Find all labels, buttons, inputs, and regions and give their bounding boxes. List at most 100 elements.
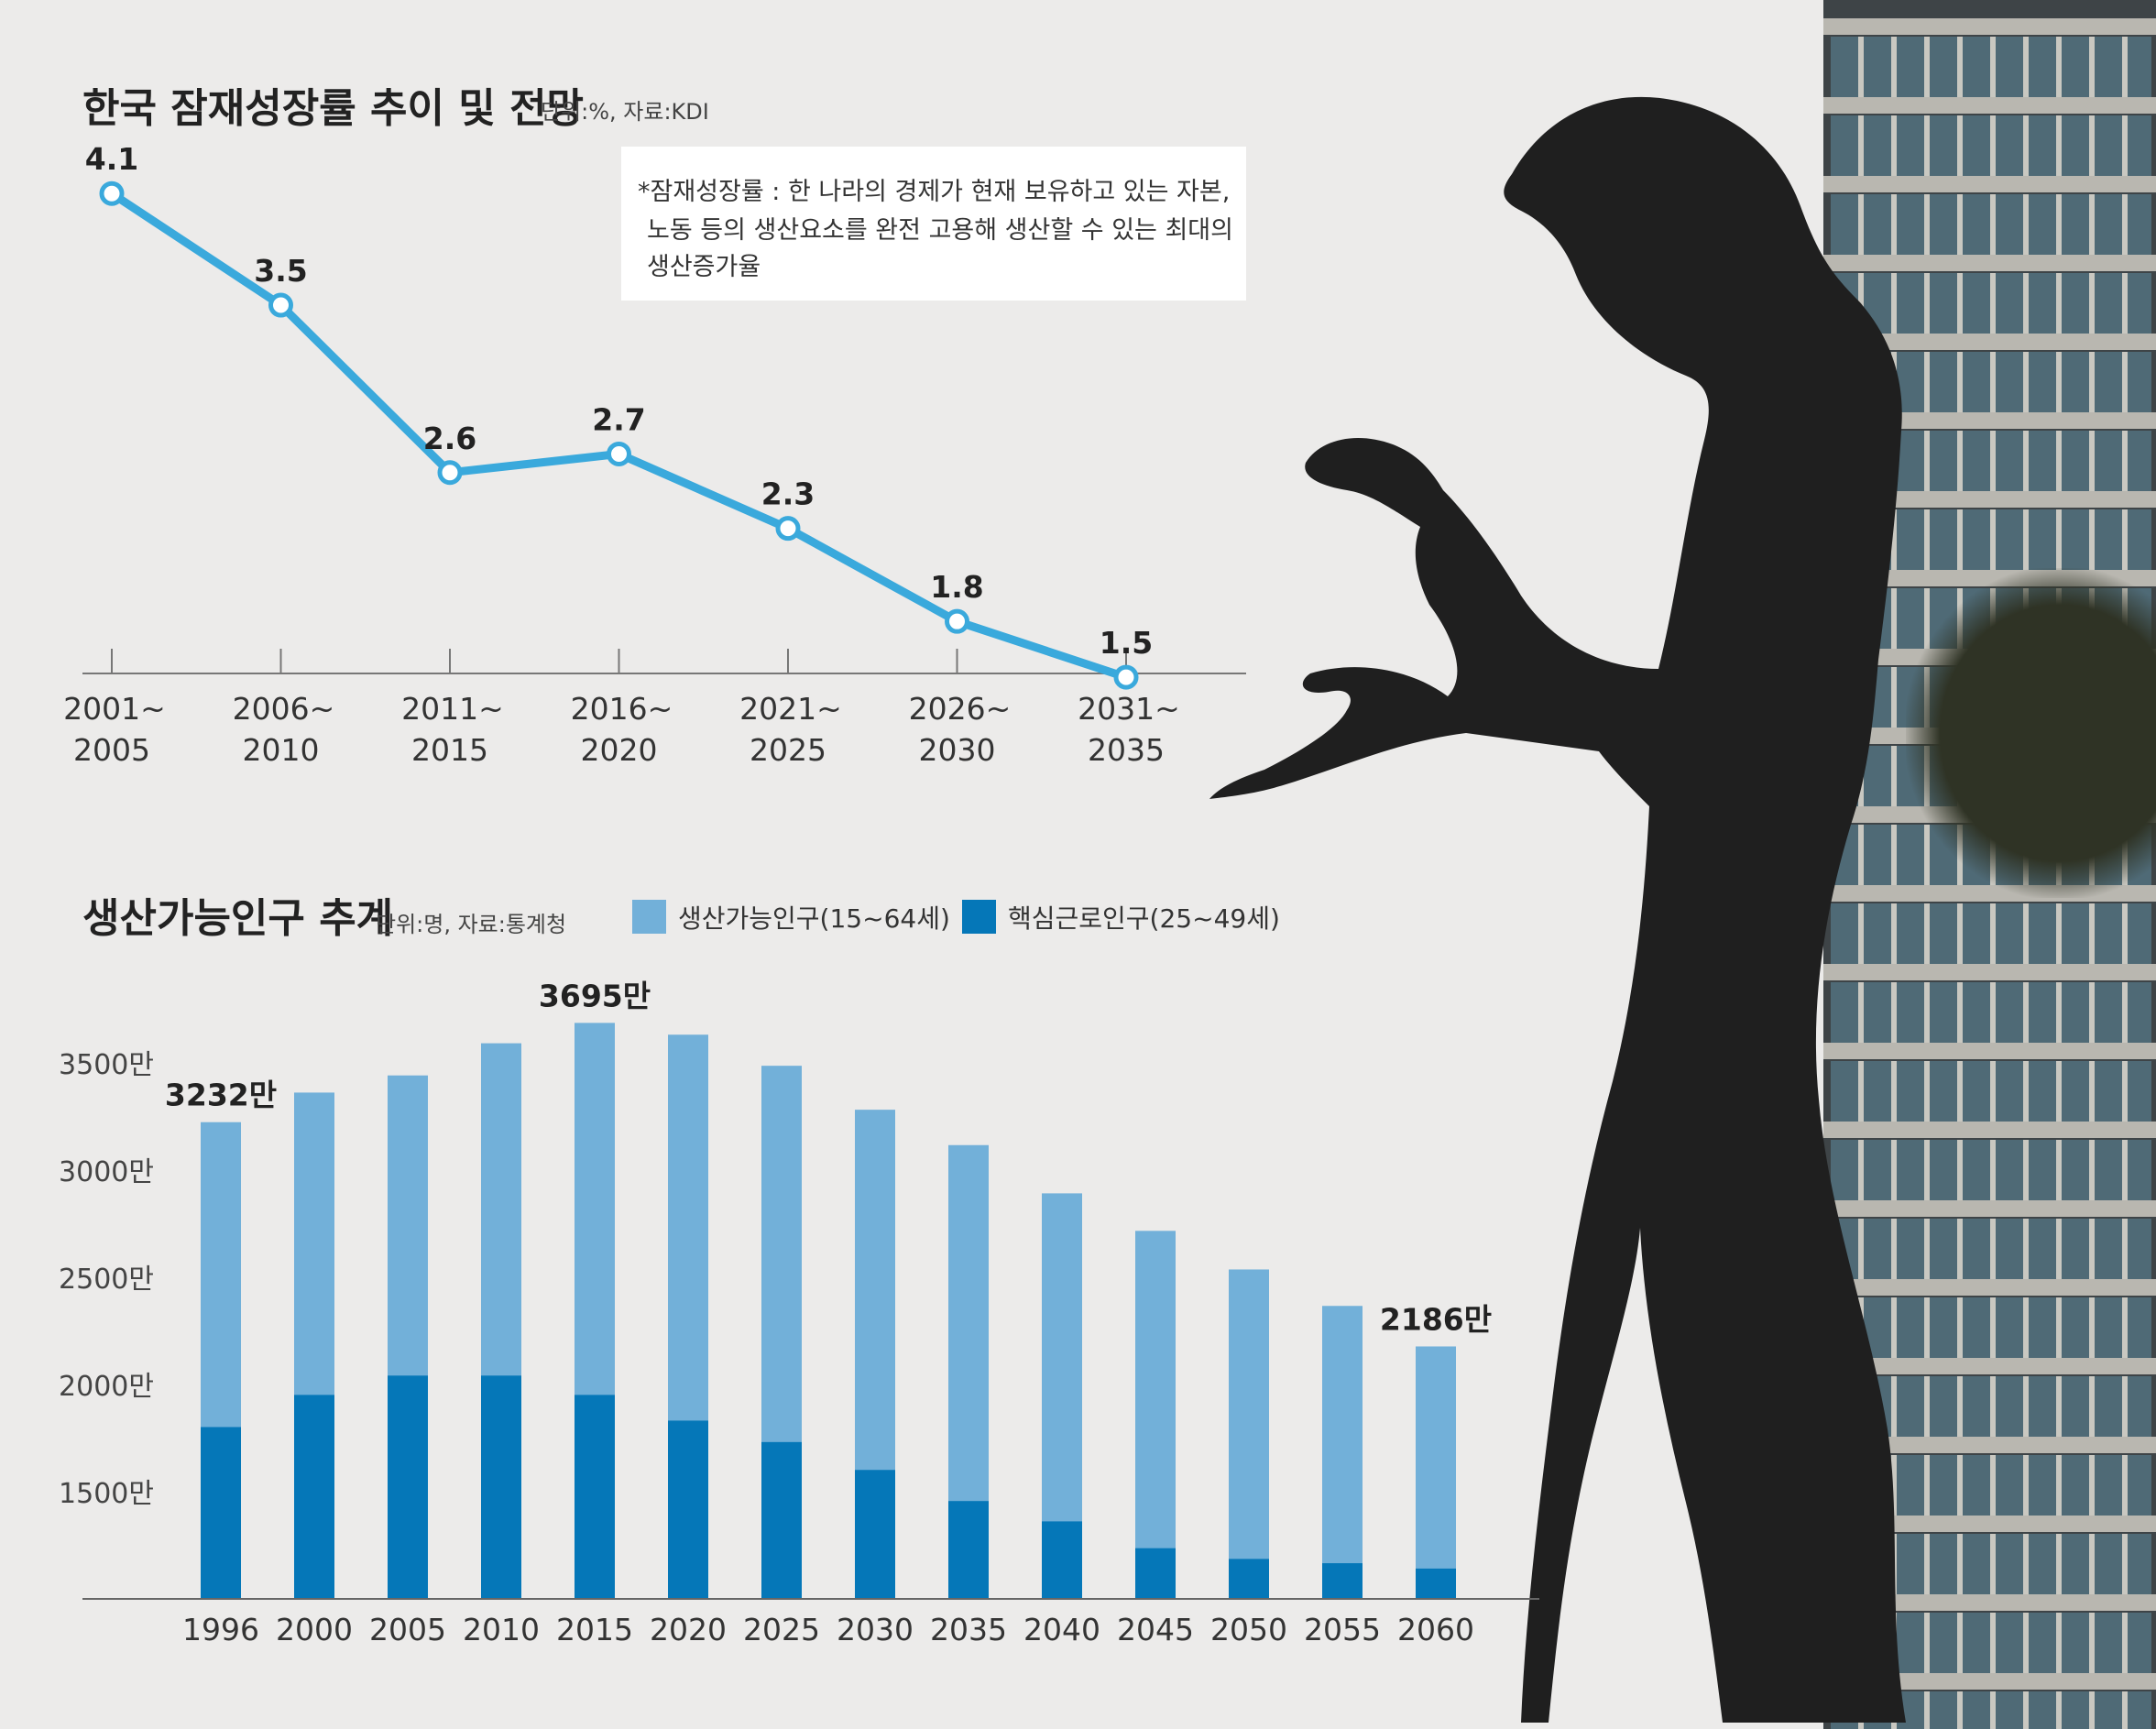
bar-working-age [1322,1306,1363,1599]
building-floor-band [1823,412,2156,429]
line-x-label-end: 2010 [243,732,320,768]
bar-annotation: 2186만 [1380,1301,1492,1337]
line-chart-subtitle: 단위:%, 자료:KDI [541,99,709,125]
line-value-label: 2.3 [761,476,815,512]
bar-chart-y-ticks: 3500만 3000만 2500만 2000만 1500만 [59,1049,154,1510]
line-x-label-start: 2011~ [401,691,504,727]
line-x-label-end: 2005 [73,732,150,768]
bar-core-labor [1416,1568,1456,1599]
building-floor-band [1823,1594,2156,1611]
bar-working-age [1229,1269,1269,1599]
line-x-label-start: 2021~ [739,691,842,727]
bar-x-label: 2040 [1023,1612,1100,1647]
line-chart-value-labels: 4.1 3.5 2.6 2.7 2.3 1.8 1.5 [85,141,1153,661]
bar-x-label: 2005 [369,1612,446,1647]
definition-note-line-3: 생산증가율 [647,253,761,281]
building-floor-band [1823,97,2156,114]
bar-annotation: 3695만 [539,978,651,1013]
line-value-label: 1.8 [930,569,983,605]
line-value-label: 2.7 [592,401,645,437]
silhouette-body [1209,96,1906,1724]
building-floor-band [1823,1673,2156,1690]
line-point [437,460,463,486]
line-x-label-end: 2030 [919,732,996,768]
line-chart-x-labels: 2001~ 2005 2006~ 2010 2011~ 2015 2016~ 2020 2021… [63,691,1180,768]
line-point [775,516,801,542]
bar-chart-title: 생산가능인구 추계 [82,895,393,942]
line-x-label-start: 2026~ [909,691,1012,727]
bar-core-labor [1322,1563,1363,1599]
line-chart: 한국 잠재성장률 추이 및 전망 단위:%, 자료:KDI *잠재성장률 : 한… [63,85,1246,768]
bar-core-labor [668,1420,708,1599]
bar-y-tick-label: 1500만 [59,1478,154,1510]
bar-y-tick-label: 3000만 [59,1156,154,1188]
line-x-label-end: 2020 [581,732,658,768]
bar-x-label: 1996 [182,1612,259,1647]
line-chart-points [99,181,1139,690]
line-point [1113,664,1139,690]
bar-annotation: 3232만 [165,1078,277,1113]
definition-note-line-2: 노동 등의 생산요소를 완전 고용해 생산할 수 있는 최대의 [647,216,1233,245]
building-floor-band [1823,1043,2156,1059]
bar-core-labor [481,1375,521,1599]
bar-core-labor [948,1501,989,1599]
bar-x-label: 2050 [1210,1612,1287,1647]
line-value-label: 4.1 [85,141,138,177]
bar-chart-x-labels: 1996 2000 2005 2010 2015 2020 2025 2030 2035 2040… [182,1612,1474,1647]
line-point [99,181,125,206]
legend-swatch-core-labor [962,900,996,934]
line-x-label-end: 2035 [1088,732,1165,768]
bar-x-label: 2045 [1117,1612,1194,1647]
bar-y-tick-label: 2500만 [59,1264,154,1296]
building-floor-band [1823,255,2156,271]
building-floor-band [1823,964,2156,980]
building-floor-band [1823,1122,2156,1138]
bar-y-tick-label: 2000만 [59,1371,154,1403]
legend-swatch-working-age [632,900,666,934]
line-chart-ticks [111,649,1127,673]
line-value-label: 3.5 [254,253,307,289]
bar-chart-bars [201,1023,1456,1599]
definition-note-box [621,147,1246,301]
building-floor-band [1823,18,2156,35]
bar-x-label: 2055 [1304,1612,1381,1647]
bar-x-label: 2060 [1397,1612,1474,1647]
line-x-label-start: 2016~ [571,691,673,727]
line-x-label-start: 2001~ [63,691,166,727]
building-floor-band [1823,1279,2156,1296]
bar-core-labor [761,1441,802,1599]
line-value-label: 2.6 [423,421,476,456]
building-floor-band [1823,176,2156,192]
bar-working-age [1416,1346,1456,1599]
line-x-label-start: 2006~ [233,691,335,727]
bar-core-labor [294,1395,334,1599]
bar-core-labor [1229,1559,1269,1599]
bar-x-label: 2030 [837,1612,914,1647]
bar-core-labor [855,1470,895,1599]
line-x-label-end: 2015 [411,732,488,768]
building-floor-band [1823,334,2156,350]
bar-x-label: 2025 [743,1612,820,1647]
legend-label-working-age: 생산가능인구(15~64세) [678,903,950,934]
bar-x-label: 2010 [463,1612,540,1647]
tree-foliage [1906,568,2156,898]
bar-x-label: 2015 [556,1612,633,1647]
bar-core-labor [201,1427,241,1599]
line-chart-title: 한국 잠재성장률 추이 및 전망 [82,85,584,132]
bar-core-labor [1042,1521,1082,1599]
building-floor-band [1823,1437,2156,1453]
building-floor-band [1823,1516,2156,1532]
building-floor-band [1823,1200,2156,1217]
bar-core-labor [388,1375,428,1599]
bar-chart: 생산가능인구 추계 단위:명, 자료:통계청 생산가능인구(15~64세) 핵심… [59,895,1539,1647]
bar-core-labor [1135,1548,1176,1599]
line-point [268,292,293,318]
bar-core-labor [575,1395,615,1599]
bar-y-tick-label: 3500만 [59,1049,154,1081]
bar-x-label: 2035 [930,1612,1007,1647]
bar-x-label: 2000 [276,1612,353,1647]
line-x-label-end: 2025 [750,732,826,768]
definition-note-line-1: *잠재성장률 : 한 나라의 경제가 현재 보유하고 있는 자본, [638,178,1230,206]
